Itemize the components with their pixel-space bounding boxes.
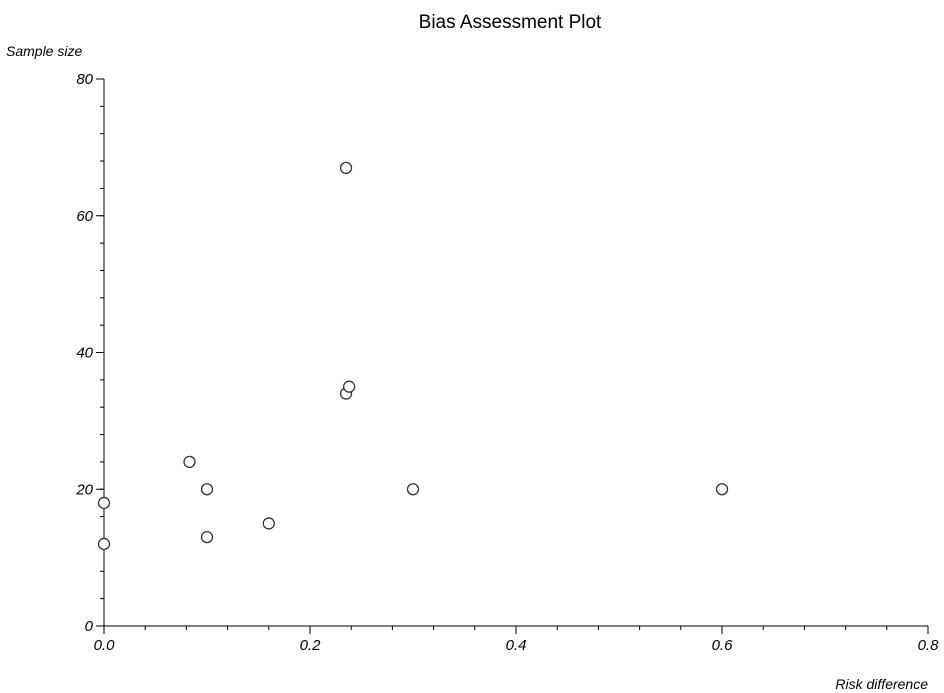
x-tick-label: 0.6 — [712, 637, 734, 654]
y-tick-label: 20 — [75, 481, 93, 498]
x-tick-label: 0.0 — [94, 637, 116, 654]
x-tick-label: 0.2 — [300, 637, 322, 654]
data-points — [97, 161, 729, 551]
y-tick-label: 80 — [76, 71, 93, 88]
data-point — [262, 517, 275, 530]
x-tick-label: 0.8 — [918, 637, 940, 654]
chart-title: Bias Assessment Plot — [419, 12, 602, 33]
data-point — [97, 537, 111, 551]
x-axis-label: Risk difference — [835, 676, 928, 692]
x-tick-label: 0.4 — [506, 637, 527, 654]
data-point — [200, 483, 214, 496]
data-point — [339, 161, 353, 175]
y-tick-label: 60 — [76, 208, 93, 225]
data-point — [406, 483, 420, 496]
data-point — [97, 496, 111, 510]
data-point — [183, 455, 196, 469]
y-tick-label: 0 — [85, 618, 94, 635]
y-axis-label: Sample size — [6, 43, 82, 59]
axis-ticks: 0.0 0.2 0.4 0.6 0.8 0 20 40 60 80 — [75, 71, 939, 654]
data-point — [200, 530, 214, 544]
data-point — [715, 483, 729, 496]
data-point — [342, 380, 356, 393]
y-tick-label: 40 — [76, 345, 93, 362]
